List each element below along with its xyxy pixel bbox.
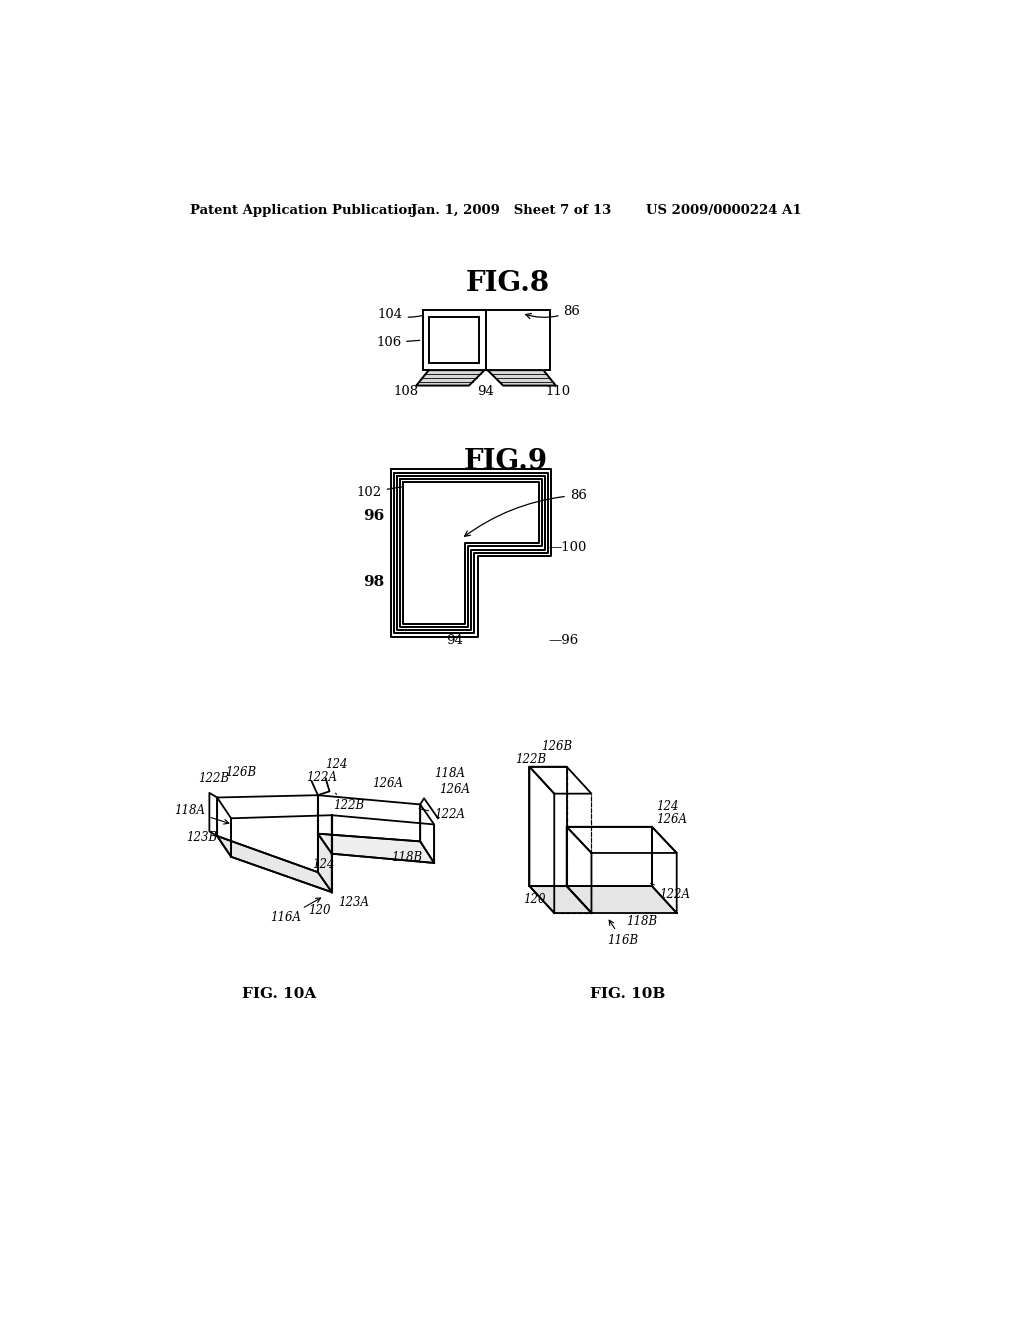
Text: Jan. 1, 2009   Sheet 7 of 13: Jan. 1, 2009 Sheet 7 of 13	[411, 205, 611, 218]
Polygon shape	[317, 834, 332, 892]
Text: 96: 96	[362, 510, 384, 523]
Text: 120: 120	[523, 894, 546, 906]
Text: 124: 124	[655, 800, 678, 813]
Text: 126B: 126B	[225, 766, 256, 779]
Text: FIG. 10B: FIG. 10B	[590, 987, 666, 1001]
Polygon shape	[417, 370, 484, 385]
Text: 116B: 116B	[607, 920, 638, 946]
Text: 118A: 118A	[174, 804, 228, 824]
Text: 94: 94	[445, 634, 463, 647]
Bar	[429, 317, 479, 363]
Text: 118B: 118B	[391, 851, 423, 865]
Text: 122B: 122B	[515, 752, 547, 766]
Text: 122B: 122B	[198, 772, 229, 785]
Text: 98: 98	[362, 574, 384, 589]
Text: FIG. 10A: FIG. 10A	[242, 987, 316, 1001]
Text: 122B: 122B	[334, 793, 365, 812]
Text: 120: 120	[308, 904, 331, 917]
Text: 94: 94	[477, 385, 494, 397]
Bar	[486, 310, 550, 370]
Text: 123A: 123A	[338, 896, 369, 909]
Text: FIG.8: FIG.8	[466, 271, 550, 297]
Text: 118A: 118A	[434, 767, 465, 780]
Text: 126A: 126A	[655, 813, 687, 826]
Text: 124: 124	[312, 858, 335, 871]
Text: 86: 86	[465, 488, 587, 536]
Polygon shape	[487, 370, 556, 385]
Text: 110: 110	[546, 385, 570, 397]
Text: 102: 102	[356, 486, 402, 499]
Text: US 2009/0000224 A1: US 2009/0000224 A1	[646, 205, 802, 218]
Text: FIG.9: FIG.9	[464, 447, 548, 474]
Text: 123B: 123B	[186, 832, 217, 845]
Polygon shape	[217, 836, 332, 892]
Text: —100: —100	[548, 541, 587, 554]
Bar	[423, 310, 486, 370]
Text: 108: 108	[393, 385, 418, 397]
Text: 104: 104	[378, 308, 423, 321]
Text: 126A: 126A	[372, 777, 403, 791]
Polygon shape	[566, 886, 677, 913]
Text: 122A: 122A	[650, 883, 690, 900]
Text: 86: 86	[525, 305, 581, 318]
Text: 116A: 116A	[270, 898, 321, 924]
Text: 124: 124	[326, 758, 348, 771]
Text: 126B: 126B	[541, 739, 572, 752]
Text: 122A: 122A	[419, 808, 465, 821]
Text: 118B: 118B	[627, 915, 657, 928]
Text: 122A: 122A	[306, 771, 337, 784]
Text: Patent Application Publication: Patent Application Publication	[190, 205, 417, 218]
Text: —96: —96	[548, 634, 579, 647]
Text: 106: 106	[376, 337, 420, 350]
Polygon shape	[317, 834, 434, 863]
Polygon shape	[529, 886, 592, 913]
Text: 126A: 126A	[439, 783, 471, 796]
